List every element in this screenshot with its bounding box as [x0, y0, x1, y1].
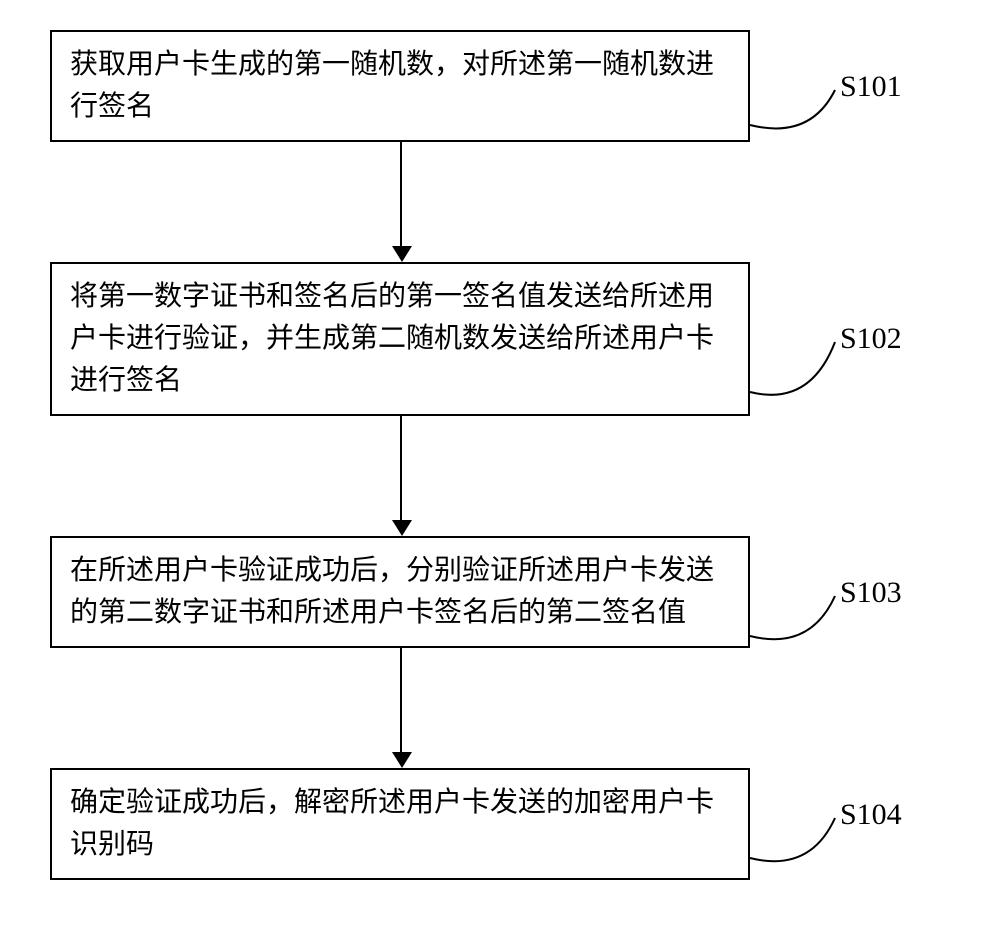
arrow-line	[400, 142, 402, 246]
arrow-down-icon	[392, 520, 412, 536]
flowchart-container: 获取用户卡生成的第一随机数，对所述第一随机数进行签名 S101 将第一数字证书和…	[50, 30, 950, 880]
flow-label-s102: S102	[840, 322, 902, 356]
leader-line-s104	[50, 768, 850, 928]
flow-row-s103: 在所述用户卡验证成功后，分别验证所述用户卡发送的第二数字证书和所述用户卡签名后的…	[50, 536, 950, 648]
flow-label-s104: S104	[840, 798, 902, 832]
flow-row-s101: 获取用户卡生成的第一随机数，对所述第一随机数进行签名 S101	[50, 30, 950, 142]
flow-connector-2	[50, 416, 750, 536]
arrow-line	[400, 648, 402, 752]
flow-connector-3	[50, 648, 750, 768]
flow-label-s101: S101	[840, 70, 902, 104]
flow-row-s104: 确定验证成功后，解密所述用户卡发送的加密用户卡识别码 S104	[50, 768, 950, 880]
arrow-line	[400, 416, 402, 520]
arrow-down-icon	[392, 752, 412, 768]
flow-connector-1	[50, 142, 750, 262]
flow-row-s102: 将第一数字证书和签名后的第一签名值发送给所述用户卡进行验证，并生成第二随机数发送…	[50, 262, 950, 416]
flow-label-s103: S103	[840, 576, 902, 610]
arrow-down-icon	[392, 246, 412, 262]
